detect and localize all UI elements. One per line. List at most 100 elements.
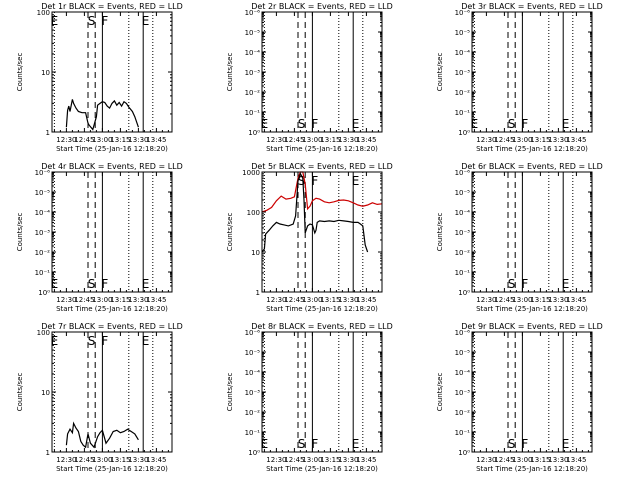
y-tick-label: 10⁻² <box>245 409 261 417</box>
x-axis-label: Start Time (25-Jan-16 12:18:20) <box>476 465 588 473</box>
y-tick-label: 10⁻⁵ <box>455 29 471 37</box>
event-marker-label: E <box>142 277 150 291</box>
panel-title: Det 7r BLACK = Events, RED = LLD <box>41 322 183 331</box>
series-line-events <box>65 99 139 131</box>
x-tick-label: 13:45 <box>146 296 166 304</box>
x-tick-label: 13:15 <box>530 296 550 304</box>
panel-title: Det 4r BLACK = Events, RED = LLD <box>41 162 183 171</box>
y-tick-label: 10⁻² <box>455 249 471 257</box>
event-marker-label: F <box>101 334 108 348</box>
x-tick-label: 13:30 <box>338 136 358 144</box>
event-marker-label: F <box>521 277 528 291</box>
y-tick-label: 10 <box>251 249 260 257</box>
x-tick-label: 13:15 <box>110 296 130 304</box>
x-tick-label: 13:00 <box>302 296 322 304</box>
series-line-events <box>261 172 369 253</box>
series-line-events <box>65 421 139 449</box>
x-tick-label: 13:45 <box>566 136 586 144</box>
x-tick-label: 12:30 <box>266 136 286 144</box>
y-tick-label: 10⁻¹ <box>455 429 471 437</box>
event-marker-label: E <box>562 117 570 131</box>
detector-panel-5: Det 5r BLACK = Events, RED = LLD S F E 1 10 10… <box>226 162 393 313</box>
event-marker-label: E <box>562 277 570 291</box>
x-tick-label: 12:30 <box>266 456 286 464</box>
y-tick-label: 10 <box>41 389 50 397</box>
event-marker-label: E <box>562 437 570 451</box>
y-tick-label: 10⁻¹ <box>245 109 261 117</box>
x-tick-label: 13:00 <box>512 296 532 304</box>
plot-frame <box>261 171 383 293</box>
x-axis-label: Start Time (25-Jan-16 12:18:20) <box>266 465 378 473</box>
event-marker-label: F <box>101 14 108 28</box>
y-tick-label: 10⁻¹ <box>245 429 261 437</box>
y-axis-label: Counts/sec <box>16 373 24 412</box>
y-tick-label: 10⁻² <box>455 409 471 417</box>
y-tick-label: 10⁻⁴ <box>455 49 471 57</box>
y-tick-label: 10 <box>41 69 50 77</box>
x-axis-label: Start Time (25-Jan-16 12:18:20) <box>476 305 588 313</box>
x-tick-label: 12:45 <box>284 136 304 144</box>
y-tick-label: 10⁻⁶ <box>455 9 471 17</box>
y-tick-label: 10⁻⁵ <box>35 189 51 197</box>
plot-frame <box>51 11 173 133</box>
x-tick-label: 13:30 <box>128 296 148 304</box>
event-marker-label: F <box>521 117 528 131</box>
x-tick-label: 13:15 <box>110 136 130 144</box>
y-tick-label: 10⁻⁴ <box>245 369 261 377</box>
y-tick-label: 10⁻⁵ <box>455 189 471 197</box>
x-tick-label: 12:45 <box>494 456 514 464</box>
x-tick-label: 13:15 <box>110 456 130 464</box>
x-tick-label: 12:45 <box>74 296 94 304</box>
y-tick-label: 10⁻³ <box>35 229 51 237</box>
x-tick-label: 12:45 <box>494 296 514 304</box>
y-tick-label: 10⁰ <box>458 129 470 137</box>
y-tick-label: 10⁻² <box>455 89 471 97</box>
x-axis-label: Start Time (25-Jan-16 12:18:20) <box>56 145 168 153</box>
y-tick-label: 10⁰ <box>458 449 470 457</box>
x-tick-label: 13:00 <box>512 456 532 464</box>
y-tick-label: 1000 <box>242 169 260 177</box>
x-tick-label: 12:30 <box>476 456 496 464</box>
y-axis-label: Counts/sec <box>226 53 234 92</box>
plot-frame <box>261 11 383 133</box>
x-tick-label: 13:30 <box>128 456 148 464</box>
x-tick-label: 13:00 <box>92 136 112 144</box>
y-tick-label: 10⁻¹ <box>455 109 471 117</box>
event-marker-label: S <box>88 14 96 28</box>
x-tick-label: 13:45 <box>146 456 166 464</box>
event-marker-label: E <box>352 437 360 451</box>
x-tick-label: 13:15 <box>320 456 340 464</box>
y-tick-label: 1 <box>46 129 50 137</box>
y-tick-label: 10⁻⁶ <box>35 169 51 177</box>
y-tick-label: 10⁻¹ <box>455 269 471 277</box>
event-marker-label: E <box>261 437 269 451</box>
x-axis-label: Start Time (25-Jan-16 12:18:20) <box>266 305 378 313</box>
y-tick-label: 10⁻³ <box>245 69 261 77</box>
panel-title: Det 6r BLACK = Events, RED = LLD <box>461 162 603 171</box>
y-tick-label: 10⁻⁵ <box>455 349 471 357</box>
y-tick-label: 10⁰ <box>248 129 260 137</box>
event-marker-label: E <box>51 334 59 348</box>
x-tick-label: 12:30 <box>266 296 286 304</box>
event-marker-label: E <box>51 14 59 28</box>
x-tick-label: 13:30 <box>128 136 148 144</box>
y-tick-label: 1 <box>46 449 50 457</box>
y-axis-label: Counts/sec <box>436 213 444 252</box>
y-axis-label: Counts/sec <box>16 53 24 92</box>
y-axis-label: Counts/sec <box>436 373 444 412</box>
x-tick-label: 13:15 <box>320 136 340 144</box>
y-tick-label: 10⁻⁵ <box>245 349 261 357</box>
y-tick-label: 10⁻⁶ <box>455 329 471 337</box>
y-tick-label: 100 <box>37 9 50 17</box>
y-tick-label: 10⁰ <box>38 289 50 297</box>
x-tick-label: 13:45 <box>356 456 376 464</box>
detector-panel-7: Det 7r BLACK = Events, RED = LLD E S F E 1 10 1… <box>16 322 183 473</box>
y-tick-label: 10⁰ <box>458 289 470 297</box>
x-tick-label: 13:15 <box>530 456 550 464</box>
x-tick-label: 13:30 <box>338 296 358 304</box>
panel-title: Det 8r BLACK = Events, RED = LLD <box>251 322 393 331</box>
x-tick-label: 12:30 <box>56 136 76 144</box>
